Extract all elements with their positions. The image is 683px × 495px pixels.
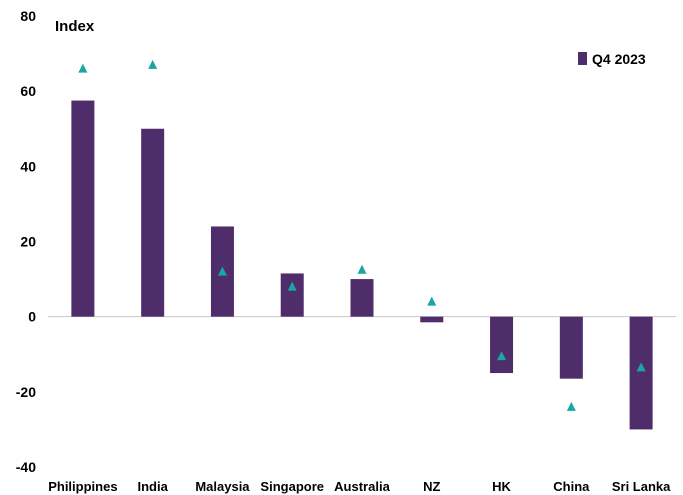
marker-nz [427, 296, 437, 306]
marker-philippines [78, 63, 88, 73]
marker-malaysia [217, 266, 227, 276]
bar-sri-lanka [629, 316, 653, 430]
marker-hk [497, 351, 507, 361]
bars [71, 100, 653, 430]
bar-hk [490, 316, 514, 374]
marker-sri-lanka [636, 362, 646, 372]
y-tick-label: -20 [16, 384, 36, 400]
y-tick-label: 80 [20, 8, 36, 24]
y-tick-label: 20 [20, 234, 36, 250]
y-axis-ticks: -40 -20 0 20 40 60 80 [16, 8, 36, 475]
x-tick-label: Malaysia [195, 479, 250, 494]
x-tick-label: Australia [334, 479, 390, 494]
x-tick-label: HK [492, 479, 511, 494]
x-axis-labels: Philippines India Malaysia Singapore Austral… [48, 479, 671, 494]
x-tick-label: Singapore [260, 479, 324, 494]
legend: Q4 2023 [578, 51, 646, 67]
y-tick-label: 40 [20, 158, 36, 174]
bar-nz [420, 316, 444, 323]
x-tick-label: Sri Lanka [612, 479, 671, 494]
x-tick-label: Philippines [48, 479, 117, 494]
markers [78, 59, 646, 411]
y-axis-label: Index [55, 18, 95, 35]
x-tick-label: China [553, 479, 590, 494]
y-tick-label: 0 [28, 309, 36, 325]
marker-singapore [287, 281, 297, 291]
bar-india [141, 128, 165, 317]
x-tick-label: India [137, 479, 168, 494]
y-tick-label: 60 [20, 83, 36, 99]
marker-india [148, 59, 158, 69]
bar-singapore [280, 273, 304, 317]
marker-australia [357, 264, 367, 274]
legend-label: Q4 2023 [592, 51, 646, 67]
bar-china [559, 316, 583, 379]
bar-australia [350, 279, 374, 317]
marker-china [566, 401, 576, 411]
bar-philippines [71, 100, 95, 317]
x-tick-label: NZ [423, 479, 440, 494]
y-tick-label: -40 [16, 459, 36, 475]
legend-swatch [578, 52, 587, 65]
